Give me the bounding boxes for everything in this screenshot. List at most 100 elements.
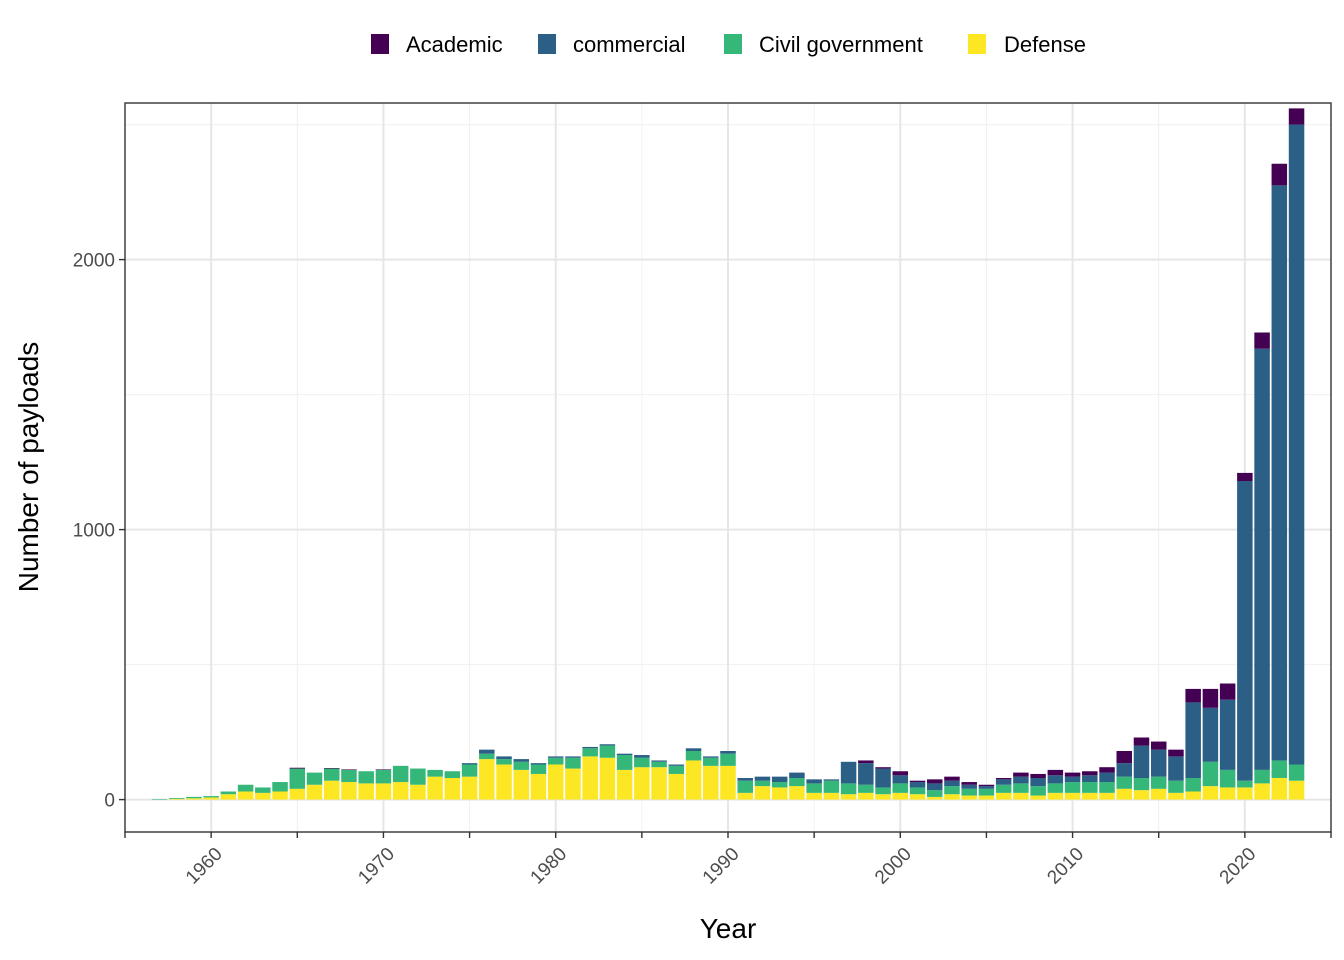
bar-civil-government-2010 <box>1064 782 1081 793</box>
y-tick-label: 1000 <box>73 521 115 542</box>
bar-civil-government-1959 <box>186 796 202 799</box>
bar-civil-government-1957 <box>151 799 168 800</box>
bar-civil-government-1968 <box>341 769 357 783</box>
bar-defense-1968 <box>341 782 357 800</box>
y-tick-label: 0 <box>104 791 115 812</box>
y-axis: 0 1000 2000 <box>73 251 125 812</box>
bar-defense-2013 <box>1116 788 1133 800</box>
bar-defense-1986 <box>651 767 667 800</box>
bar-commercial-1984 <box>616 753 633 756</box>
bar-commercial-1978 <box>513 759 530 762</box>
bar-defense-2006 <box>995 792 1012 800</box>
bar-commercial-2014 <box>1133 745 1150 778</box>
bar-academic-2015 <box>1150 741 1167 750</box>
bar-academic-2013 <box>1116 751 1133 764</box>
bar-defense-2020 <box>1237 787 1253 800</box>
bar-commercial-2012 <box>1099 772 1115 783</box>
bar-commercial-2007 <box>1013 776 1029 784</box>
bar-civil-government-1971 <box>392 765 409 783</box>
bar-civil-government-1999 <box>875 787 891 795</box>
bar-academic-1970 <box>375 769 392 770</box>
bar-defense-2011 <box>1082 792 1098 800</box>
bar-academic-2003 <box>944 776 960 781</box>
bar-academic-2022 <box>1271 163 1288 186</box>
bar-civil-government-1981 <box>565 757 581 769</box>
bar-commercial-1988 <box>685 748 702 751</box>
bar-defense-2005 <box>978 795 995 800</box>
bar-academic-2006 <box>995 778 1012 780</box>
bar-academic-1998 <box>858 760 874 764</box>
bar-commercial-1981 <box>565 756 581 758</box>
bar-academic-2001 <box>909 780 926 783</box>
bar-defense-1996 <box>823 792 840 800</box>
bar-defense-1983 <box>599 757 616 800</box>
bar-civil-government-2021 <box>1254 769 1270 784</box>
bar-civil-government-1998 <box>858 784 874 793</box>
legend-label-academic: Academic <box>406 32 503 57</box>
bar-academic-2020 <box>1237 472 1253 481</box>
legend-label-commercial: commercial <box>573 32 685 57</box>
bar-commercial-1987 <box>668 764 685 766</box>
bar-defense-1963 <box>255 792 271 800</box>
bar-academic-2008 <box>1030 773 1046 778</box>
bar-academic-1967 <box>323 768 340 769</box>
bar-commercial-1979 <box>530 763 547 765</box>
bar-civil-government-2018 <box>1202 761 1219 787</box>
bar-defense-1999 <box>875 794 891 800</box>
bar-commercial-2022 <box>1271 185 1288 761</box>
bar-civil-government-1979 <box>530 764 547 774</box>
bar-commercial-1980 <box>547 756 564 758</box>
bar-defense-1971 <box>392 782 409 800</box>
bar-defense-1974 <box>444 778 461 800</box>
bar-commercial-1990 <box>720 751 736 754</box>
bar-commercial-2002 <box>926 783 943 791</box>
bar-civil-government-1976 <box>479 753 495 760</box>
bar-commercial-2004 <box>961 784 977 789</box>
bar-academic-2021 <box>1254 332 1270 349</box>
bar-commercial-2021 <box>1254 348 1270 770</box>
bar-defense-2017 <box>1185 791 1201 800</box>
bar-commercial-1991 <box>737 778 753 781</box>
bar-defense-2010 <box>1064 792 1081 800</box>
legend-key-civil-government <box>724 34 742 54</box>
bar-commercial-2017 <box>1185 702 1201 778</box>
bar-defense-1975 <box>461 776 478 800</box>
bar-civil-government-1961 <box>220 791 237 795</box>
bar-defense-1977 <box>496 764 512 800</box>
bar-defense-2008 <box>1030 795 1046 800</box>
bar-commercial-2006 <box>995 779 1012 785</box>
legend-key-academic <box>371 34 389 54</box>
bar-civil-government-1969 <box>358 771 374 784</box>
bar-civil-government-1987 <box>668 765 685 774</box>
bar-academic-2017 <box>1185 688 1201 703</box>
bar-defense-1984 <box>616 769 633 800</box>
bar-civil-government-2008 <box>1030 786 1046 796</box>
bars <box>151 108 1305 800</box>
bar-defense-1978 <box>513 769 530 800</box>
bar-commercial-1985 <box>634 755 650 758</box>
bar-commercial-1997 <box>840 761 857 784</box>
bar-defense-2018 <box>1202 786 1219 800</box>
bar-defense-2019 <box>1219 787 1236 800</box>
bar-defense-1994 <box>789 786 805 800</box>
bar-civil-government-1966 <box>306 772 323 785</box>
bar-civil-government-2011 <box>1082 782 1098 793</box>
legend-item-civil-government: Civil government <box>724 32 923 57</box>
bar-commercial-1999 <box>875 768 891 788</box>
bar-civil-government-2001 <box>909 787 926 795</box>
legend-item-academic: Academic <box>371 32 503 57</box>
bar-civil-government-1997 <box>840 783 857 795</box>
bar-academic-2011 <box>1082 771 1098 776</box>
bar-defense-1972 <box>410 784 426 800</box>
bar-commercial-2010 <box>1064 776 1081 783</box>
bar-commercial-1996 <box>823 779 840 781</box>
bar-civil-government-2006 <box>995 784 1012 793</box>
bar-commercial-1998 <box>858 763 874 785</box>
bar-commercial-2020 <box>1237 481 1253 781</box>
bar-civil-government-1960 <box>203 796 219 798</box>
bar-civil-government-2017 <box>1185 778 1201 792</box>
bar-commercial-2005 <box>978 786 995 789</box>
bar-academic-2007 <box>1013 772 1029 777</box>
bar-defense-2001 <box>909 794 926 800</box>
bar-civil-government-1972 <box>410 768 426 785</box>
